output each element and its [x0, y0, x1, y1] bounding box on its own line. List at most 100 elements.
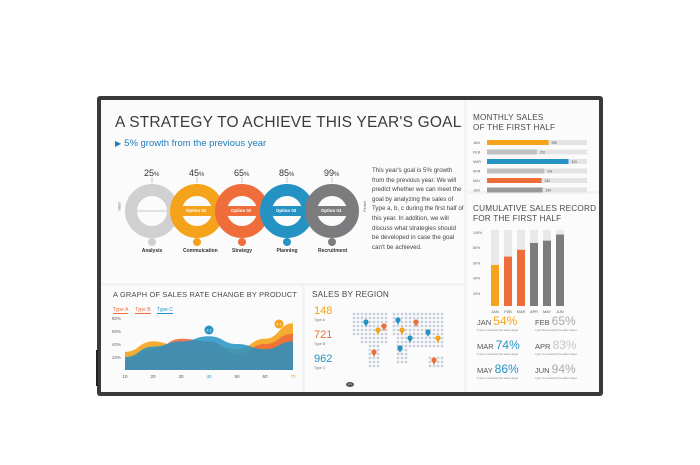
map-dot — [432, 324, 436, 328]
people-icon — [193, 238, 201, 246]
region-sub-2: Type B — [314, 342, 326, 346]
map-dot — [424, 316, 428, 320]
map-dot — [404, 360, 408, 364]
signage-screen: A STRATEGY TO ACHIEVE THIS YEAR'S GOAL ▶… — [101, 100, 599, 392]
power-button[interactable] — [96, 350, 98, 386]
monthly-sales-panel: MONTHLY SALES OF THE FIRST HALF JAN 259 FE… — [467, 100, 599, 193]
cum-bar-APR — [530, 242, 538, 306]
map-dot — [412, 324, 416, 328]
map-dot — [428, 324, 432, 328]
month-bar-JAN — [487, 140, 549, 145]
map-dot — [404, 356, 408, 360]
legend-3: Type C — [157, 307, 173, 314]
map-dot — [396, 360, 400, 364]
option-box-2 — [182, 206, 212, 216]
map-dot — [368, 320, 372, 324]
map-dot — [352, 312, 356, 316]
map-dot — [372, 356, 376, 360]
stat-jan: JAN 54% — [477, 314, 517, 328]
map-dot — [368, 336, 372, 340]
map-dot — [356, 324, 360, 328]
stat-jun: JUN 94% — [535, 362, 576, 376]
map-dot — [384, 328, 388, 332]
strategy-rings — [125, 177, 359, 246]
map-dot — [424, 336, 428, 340]
map-dot — [360, 312, 364, 316]
step-percent-3: 65% — [234, 168, 249, 178]
map-dot — [420, 324, 424, 328]
map-pin-icon — [435, 335, 441, 341]
month-bar-JUN — [487, 187, 543, 193]
map-dot — [412, 316, 416, 320]
map-dot — [412, 340, 416, 344]
map-dot — [440, 316, 444, 320]
map-dot — [372, 340, 376, 344]
map-dot — [396, 328, 400, 332]
map-dot — [384, 332, 388, 336]
percent-value: 99 — [324, 168, 335, 178]
stat-apr: APR 83% — [535, 338, 577, 352]
map-pin-icon — [413, 319, 419, 325]
map-dot — [364, 340, 368, 344]
person-icon — [328, 238, 336, 246]
map-dot — [432, 332, 436, 336]
option-box-4 — [272, 206, 302, 216]
map-dot — [416, 328, 420, 332]
map-dot — [400, 324, 404, 328]
percent-sign: % — [334, 172, 340, 178]
stat-month: FEB — [535, 318, 552, 327]
map-dot — [376, 348, 380, 352]
map-dot — [440, 360, 444, 364]
region-sub-1: Type A — [314, 318, 325, 322]
month-label-MAR: MAR — [473, 160, 481, 164]
strategy-paragraph: This year's goal is 5% growth from the p… — [372, 167, 464, 251]
map-dot — [440, 364, 444, 368]
map-dot — [396, 356, 400, 360]
map-pin-icon — [407, 335, 413, 341]
map-pin-icon — [363, 319, 369, 325]
prod-ytick-0: 80% — [112, 316, 121, 321]
map-dot — [420, 336, 424, 340]
stat-value: 65% — [551, 314, 576, 328]
stat-value: 54% — [493, 314, 518, 328]
map-dot — [416, 324, 420, 328]
map-dot — [432, 336, 436, 340]
map-dot — [368, 332, 372, 336]
map-pin-tail — [436, 339, 440, 343]
stat-sub-jun: Type C exceeded the sales target — [535, 376, 577, 380]
cum-xtick-MAR: MAR — [517, 310, 526, 314]
map-dot — [440, 312, 444, 316]
map-dot — [372, 364, 376, 368]
map-dot — [420, 320, 424, 324]
stat-sub-mar: Type A exceeded the sales target — [477, 352, 519, 356]
map-dot — [408, 320, 412, 324]
stat-month: JUN — [535, 366, 552, 375]
map-dot — [352, 324, 356, 328]
map-dot — [380, 336, 384, 340]
area-type-c — [125, 336, 293, 370]
map-dot — [428, 344, 432, 348]
stat-sub-may: Type A exceeded the sales target — [477, 376, 519, 380]
map-dot — [424, 340, 428, 344]
option-label-5: Option 04 — [321, 208, 342, 213]
map-dot — [416, 316, 420, 320]
cum-xtick-JAN: JAN — [491, 310, 498, 314]
month-value-MAR: 343 — [571, 160, 577, 164]
map-dot — [428, 316, 432, 320]
map-dot — [440, 328, 444, 332]
stat-month: MAY — [477, 366, 495, 375]
month-label-MAY: MAY — [473, 179, 481, 183]
map-dot — [372, 312, 376, 316]
map-dot — [356, 316, 360, 320]
stat-sub-apr: Type C exceeded the sales target — [535, 352, 577, 356]
map-dot — [368, 348, 372, 352]
map-dot — [376, 360, 380, 364]
map-dot — [396, 312, 400, 316]
map-dot — [376, 312, 380, 316]
map-dot — [440, 356, 444, 360]
stat-sub-feb: Type B exceeded the sales target — [535, 328, 577, 332]
map-dot — [368, 324, 372, 328]
map-dot — [412, 344, 416, 348]
month-track-FEB — [487, 149, 587, 155]
prod-ytick-1: 60% — [112, 329, 121, 334]
